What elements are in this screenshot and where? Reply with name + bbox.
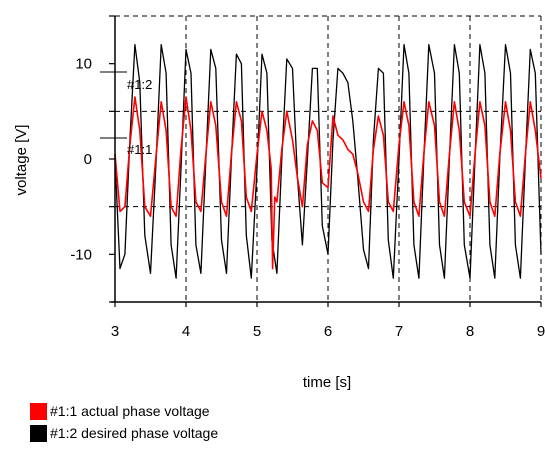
series-line-0 [114, 96, 542, 270]
x-tick-label-3: 3 [111, 323, 119, 340]
chart-series-layer [114, 43, 542, 279]
series-tag-label-0: #1:1 [127, 142, 152, 157]
x-tick-label-8: 8 [466, 323, 474, 340]
legend-swatch-actual [30, 402, 47, 420]
y-tick-label-0: 0 [84, 151, 92, 168]
x-axis-title: time [s] [303, 374, 351, 391]
line-chart: 3 4 5 6 7 8 9 -10 0 10 #1:1 #1:2 time [s] voltage … [13, 15, 545, 391]
series-line-1 [114, 43, 542, 279]
x-tick-label-6: 6 [324, 323, 332, 340]
chart-series-tags: #1:1 #1:2 [100, 71, 152, 157]
series-tag-label-1: #1:2 [127, 77, 152, 92]
legend-entry-actual: #1:1 actual phase voltage [30, 400, 218, 422]
chart-tick-labels: 3 4 5 6 7 8 9 -10 0 10 [70, 56, 545, 340]
x-tick-label-4: 4 [182, 323, 190, 340]
chart-grid [115, 15, 542, 302]
x-tick-label-5: 5 [253, 323, 261, 340]
legend-label-actual: #1:1 actual phase voltage [50, 403, 210, 419]
legend-entry-desired: #1:2 desired phase voltage [30, 422, 218, 444]
chart-axes [109, 15, 542, 307]
y-axis-title: voltage [V] [13, 125, 30, 196]
legend-swatch-desired [30, 424, 47, 442]
y-tick-label-10: 10 [75, 56, 92, 73]
x-tick-label-9: 9 [537, 323, 545, 340]
legend-label-desired: #1:2 desired phase voltage [50, 425, 219, 441]
y-tick-label--10: -10 [70, 246, 92, 263]
chart-legend: #1:1 actual phase voltage #1:2 desired p… [30, 400, 218, 444]
x-tick-label-7: 7 [395, 323, 403, 340]
